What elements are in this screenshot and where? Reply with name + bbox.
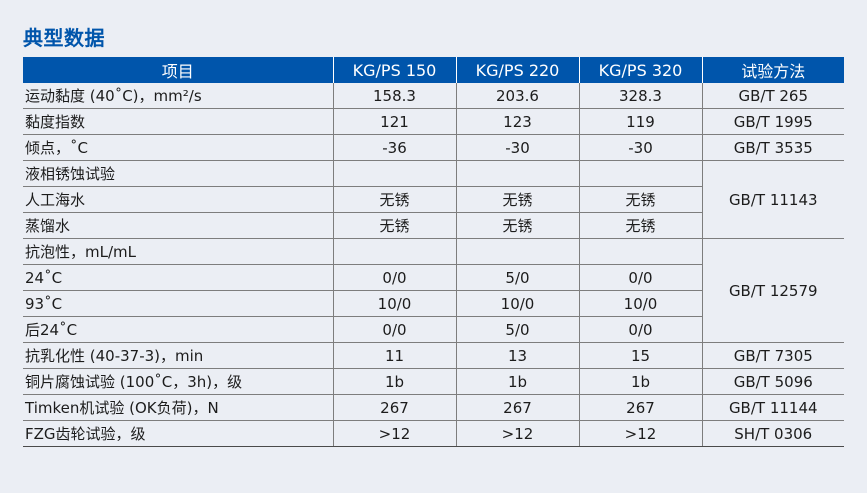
value-kgps320: 0/0 [578,264,702,291]
value-kgps220: 267 [455,394,579,421]
table-row: 液相锈蚀试验 GB/T 11143 [23,160,844,239]
typical-data-table: 项目 KG/PS 150 KG/PS 220 KG/PS 320 试验方法 运动… [23,57,844,447]
value-kgps220: 5/0 [455,316,579,343]
value-kgps220: 1b [455,368,579,395]
value-kgps320: 无锈 [578,212,702,239]
header-kgps150: KG/PS 150 [332,57,456,83]
value-kgps320: 10/0 [578,290,702,317]
value-kgps220: 123 [455,108,579,135]
value-kgps220: 无锈 [455,186,579,213]
value-kgps220 [455,160,579,187]
value-kgps150 [332,238,456,265]
test-method: GB/T 7305 [701,342,844,369]
table-row: Timken机试验 (OK负荷)，N 267 267 267 GB/T 1114… [23,394,844,421]
header-item: 项目 [23,57,333,83]
table-row: 铜片腐蚀试验 (100˚C，3h)，级 1b 1b 1b GB/T 5096 [23,368,844,395]
row-label: 倾点，˚C [23,134,333,161]
value-kgps150: 121 [332,108,456,135]
table-row: 倾点，˚C -36 -30 -30 GB/T 3535 [23,134,844,161]
table-row: 人工海水 无锈 无锈 无锈 [23,186,844,213]
test-method: SH/T 0306 [701,420,844,447]
table-row: 蒸馏水 无锈 无锈 无锈 [23,212,844,239]
value-kgps150: 无锈 [332,212,456,239]
value-kgps150: 10/0 [332,290,456,317]
value-kgps150: >12 [332,420,456,447]
row-label: 人工海水 [23,186,333,213]
value-kgps320: 15 [578,342,702,369]
value-kgps320: 119 [578,108,702,135]
value-kgps150: -36 [332,134,456,161]
row-label: FZG齿轮试验，级 [23,420,333,447]
header-kgps220: KG/PS 220 [455,57,579,83]
table-row: 抗泡性，mL/mL GB/T 12579 [23,238,844,343]
value-kgps220: -30 [455,134,579,161]
value-kgps320: >12 [578,420,702,447]
row-label: 铜片腐蚀试验 (100˚C，3h)，级 [23,368,333,395]
row-label: 24˚C [23,264,333,291]
value-kgps320: 267 [578,394,702,421]
value-kgps220 [455,238,579,265]
section-title: 典型数据 [23,26,105,50]
test-method: GB/T 11143 [701,160,844,239]
table-row: 黏度指数 121 123 119 GB/T 1995 [23,108,844,135]
value-kgps320 [578,238,702,265]
value-kgps150 [332,160,456,187]
table-row: FZG齿轮试验，级 >12 >12 >12 SH/T 0306 [23,420,844,447]
test-method: GB/T 12579 [701,238,844,343]
test-method: GB/T 265 [701,83,844,109]
table-row: 后24˚C 0/0 5/0 0/0 [23,316,844,343]
test-method: GB/T 5096 [701,368,844,395]
value-kgps320: -30 [578,134,702,161]
value-kgps150: 无锈 [332,186,456,213]
header-row: 项目 KG/PS 150 KG/PS 220 KG/PS 320 试验方法 [23,57,844,83]
value-kgps150: 1b [332,368,456,395]
test-method: GB/T 11144 [701,394,844,421]
value-kgps220: 10/0 [455,290,579,317]
table-row: 运动黏度 (40˚C)，mm²/s 158.3 203.6 328.3 GB/T… [23,83,844,109]
row-label: Timken机试验 (OK负荷)，N [23,394,333,421]
value-kgps220: >12 [455,420,579,447]
value-kgps220: 5/0 [455,264,579,291]
value-kgps320 [578,160,702,187]
value-kgps150: 158.3 [332,83,456,109]
test-method: GB/T 1995 [701,108,844,135]
value-kgps150: 0/0 [332,316,456,343]
row-label: 蒸馏水 [23,212,333,239]
value-kgps320: 无锈 [578,186,702,213]
table-row: 93˚C 10/0 10/0 10/0 [23,290,844,317]
row-label: 黏度指数 [23,108,333,135]
table-row: 24˚C 0/0 5/0 0/0 [23,264,844,291]
value-kgps220: 无锈 [455,212,579,239]
value-kgps320: 1b [578,368,702,395]
table-row: 抗乳化性 (40-37-3)，min 11 13 15 GB/T 7305 [23,342,844,369]
row-label: 抗乳化性 (40-37-3)，min [23,342,333,369]
row-label: 抗泡性，mL/mL [23,238,333,265]
value-kgps150: 267 [332,394,456,421]
value-kgps320: 328.3 [578,83,702,109]
value-kgps220: 13 [455,342,579,369]
row-label: 93˚C [23,290,333,317]
value-kgps150: 11 [332,342,456,369]
row-label: 后24˚C [23,316,333,343]
value-kgps150: 0/0 [332,264,456,291]
value-kgps320: 0/0 [578,316,702,343]
row-label: 液相锈蚀试验 [23,160,333,187]
header-kgps320: KG/PS 320 [578,57,702,83]
test-method: GB/T 3535 [701,134,844,161]
row-label: 运动黏度 (40˚C)，mm²/s [23,83,333,109]
header-test-method: 试验方法 [701,57,844,83]
value-kgps220: 203.6 [455,83,579,109]
